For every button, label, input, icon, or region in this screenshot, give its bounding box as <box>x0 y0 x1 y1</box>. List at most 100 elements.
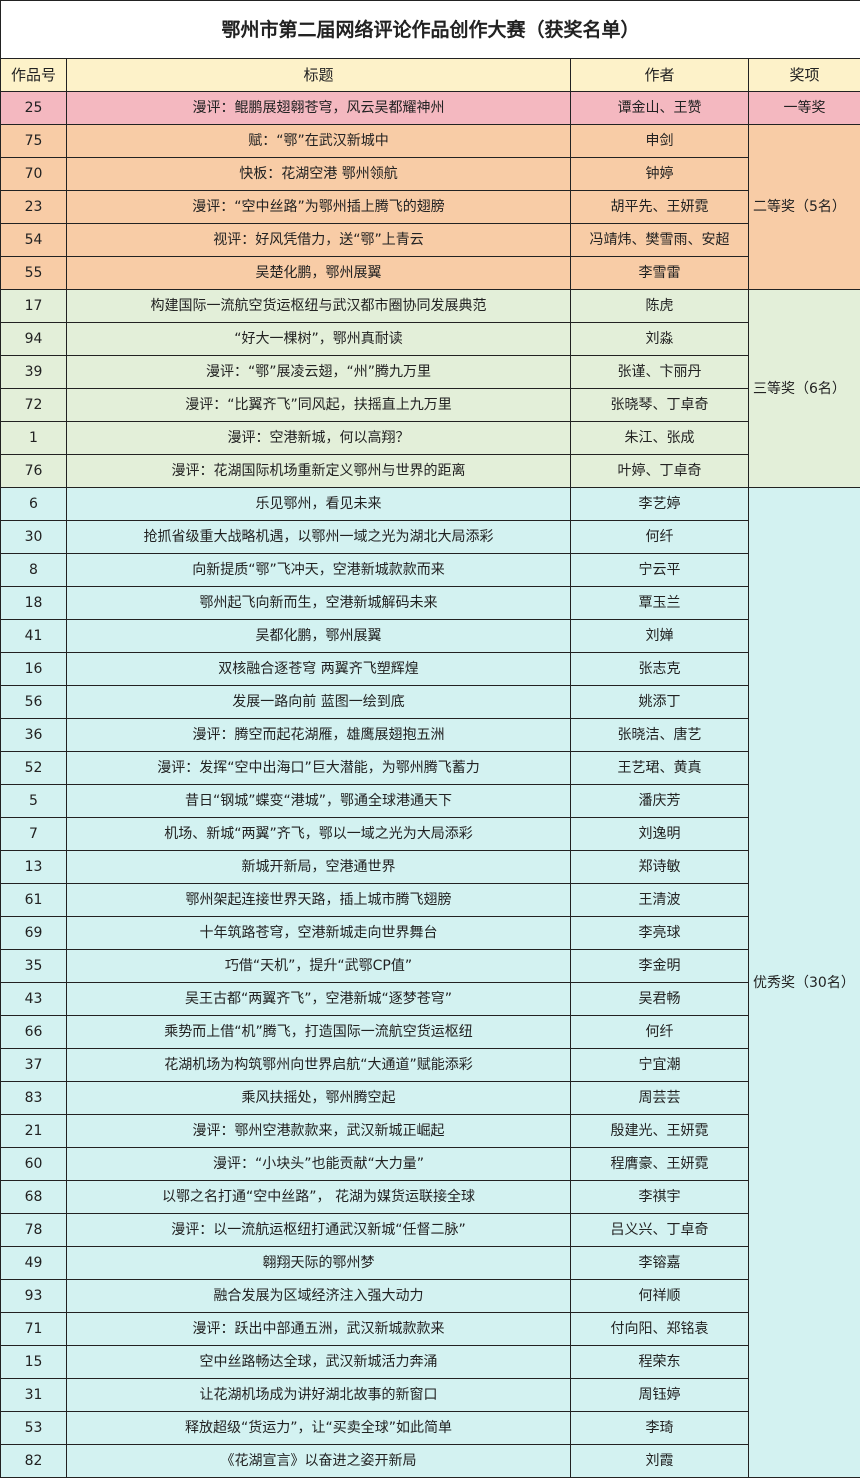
table-row: 17 构建国际一流航空货运枢纽与武汉都市圈协同发展典范 陈虎 三等奖（6名） <box>0 289 860 488</box>
table-row: 83 乘风扶摇处，鄂州腾空起 周芸芸 <box>0 1081 860 1115</box>
cell-author: 钟婷 <box>570 157 749 191</box>
cell-author: 吴君畅 <box>570 982 749 1016</box>
cell-id: 75 <box>0 124 67 158</box>
cell-title: 漫评：以一流航运枢纽打通武汉新城“任督二脉” <box>66 1213 571 1247</box>
cell-id: 30 <box>0 520 67 554</box>
cell-author: 张志克 <box>570 652 749 686</box>
cell-id: 25 <box>0 91 67 125</box>
cell-author: 刘淼 <box>570 322 749 356</box>
cell-author: 宁宜潮 <box>570 1048 749 1082</box>
cell-author: 李雪雷 <box>570 256 749 290</box>
table-row: 7 机场、新城“两翼”齐飞，鄂以一域之光为大局添彩 刘逸明 <box>0 817 860 851</box>
table-row: 25 漫评：鲲鹏展翅翱苍穹，风云吴都耀神州 谭金山、王赞 一等奖 <box>0 91 860 125</box>
cell-title: 花湖机场为构筑鄂州向世界启航“大通道”赋能添彩 <box>66 1048 571 1082</box>
table-row: 76 漫评：花湖国际机场重新定义鄂州与世界的距离 叶婷、丁卓奇 <box>0 454 860 488</box>
cell-author: 郑诗敏 <box>570 850 749 884</box>
cell-id: 66 <box>0 1015 67 1049</box>
table-row: 8 向新提质“鄂”飞冲天，空港新城款款而来 宁云平 <box>0 553 860 587</box>
header-award: 奖项 <box>747 58 860 92</box>
cell-title: 漫评：鲲鹏展翅翱苍穹，风云吴都耀神州 <box>66 91 571 125</box>
table-row: 35 巧借“天机”，提升“武鄂CP值” 李金明 <box>0 949 860 983</box>
cell-title: 以鄂之名打通“空中丝路”， 花湖为媒货运联接全球 <box>66 1180 571 1214</box>
table-row: 72 漫评：“比翼齐飞”同风起，扶摇直上九万里 张晓琴、丁卓奇 <box>0 388 860 422</box>
table-row: 53 释放超级“货运力”，让“买卖全球”如此简单 李琦 <box>0 1411 860 1445</box>
cell-id: 93 <box>0 1279 67 1313</box>
header-author: 作者 <box>570 58 749 92</box>
table-row: 93 融合发展为区域经济注入强大动力 何祥顺 <box>0 1279 860 1313</box>
table-row: 61 鄂州架起连接世界天路，插上城市腾飞翅膀 王清波 <box>0 883 860 917</box>
cell-id: 1 <box>0 421 67 455</box>
cell-id: 68 <box>0 1180 67 1214</box>
cell-author: 张晓琴、丁卓奇 <box>570 388 749 422</box>
header-row: 作品号 标题 作者 奖项 <box>0 58 860 92</box>
table-row: 39 漫评：“鄂”展凌云翅，“州”腾九万里 张谨、卞丽丹 <box>0 355 860 389</box>
cell-author: 李亮球 <box>570 916 749 950</box>
cell-author: 姚添丁 <box>570 685 749 719</box>
cell-author: 叶婷、丁卓奇 <box>570 454 749 488</box>
cell-author: 刘婵 <box>570 619 749 653</box>
cell-author: 吕义兴、丁卓奇 <box>570 1213 749 1247</box>
table-row: 54 视评：好风凭借力，送“鄂”上青云 冯靖炜、樊雪雨、安超 <box>0 223 860 257</box>
cell-id: 55 <box>0 256 67 290</box>
cell-author: 程膺豪、王妍霓 <box>570 1147 749 1181</box>
cell-id: 61 <box>0 883 67 917</box>
table-row: 56 发展一路向前 蓝图一绘到底 姚添丁 <box>0 685 860 719</box>
cell-id: 60 <box>0 1147 67 1181</box>
table-row: 16 双核融合逐苍穹 两翼齐飞塑辉煌 张志克 <box>0 652 860 686</box>
cell-title: 抢抓省级重大战略机遇，以鄂州一域之光为湖北大局添彩 <box>66 520 571 554</box>
cell-id: 21 <box>0 1114 67 1148</box>
cell-id: 70 <box>0 157 67 191</box>
cell-id: 54 <box>0 223 67 257</box>
cell-id: 23 <box>0 190 67 224</box>
table-row: 52 漫评：发挥“空中出海口”巨大潜能，为鄂州腾飞蓄力 王艺珺、黄真 <box>0 751 860 785</box>
title-row: 鄂州市第二届网络评论作品创作大赛（获奖名单） <box>0 0 860 59</box>
cell-title: 鄂州起飞向新而生，空港新城解码未来 <box>66 586 571 620</box>
cell-title: 乘风扶摇处，鄂州腾空起 <box>66 1081 571 1115</box>
cell-id: 52 <box>0 751 67 785</box>
cell-title: 新城开新局，空港通世界 <box>66 850 571 884</box>
cell-id: 17 <box>0 289 67 323</box>
cell-author: 李琦 <box>570 1411 749 1445</box>
cell-title: 快板：花湖空港 鄂州领航 <box>66 157 571 191</box>
table-row: 55 吴楚化鹏，鄂州展翼 李雪雷 <box>0 256 860 290</box>
cell-author: 覃玉兰 <box>570 586 749 620</box>
cell-author: 潘庆芳 <box>570 784 749 818</box>
cell-id: 36 <box>0 718 67 752</box>
table-row: 49 翱翔天际的鄂州梦 李镕嘉 <box>0 1246 860 1280</box>
table-row: 18 鄂州起飞向新而生，空港新城解码未来 覃玉兰 <box>0 586 860 620</box>
cell-title: 漫评：“空中丝路”为鄂州插上腾飞的翅膀 <box>66 190 571 224</box>
cell-award: 优秀奖（30名） <box>747 487 860 1478</box>
cell-id: 16 <box>0 652 67 686</box>
cell-id: 71 <box>0 1312 67 1346</box>
cell-author: 陈虎 <box>570 289 749 323</box>
table-row: 94 “好大一棵树”，鄂州真耐读 刘淼 <box>0 322 860 356</box>
cell-author: 朱江、张成 <box>570 421 749 455</box>
cell-id: 18 <box>0 586 67 620</box>
cell-title: 吴都化鹏，鄂州展翼 <box>66 619 571 653</box>
cell-title: 双核融合逐苍穹 两翼齐飞塑辉煌 <box>66 652 571 686</box>
cell-id: 82 <box>0 1444 67 1478</box>
cell-title: 让花湖机场成为讲好湖北故事的新窗口 <box>66 1378 571 1412</box>
cell-author: 谭金山、王赞 <box>570 91 749 125</box>
table-row: 43 吴王古都“两翼齐飞”，空港新城“逐梦苍穹” 吴君畅 <box>0 982 860 1016</box>
cell-title: 漫评：花湖国际机场重新定义鄂州与世界的距离 <box>66 454 571 488</box>
cell-title: 吴王古都“两翼齐飞”，空港新城“逐梦苍穹” <box>66 982 571 1016</box>
cell-author: 李金明 <box>570 949 749 983</box>
cell-award: 三等奖（6名） <box>747 289 860 488</box>
cell-title: 空中丝路畅达全球，武汉新城活力奔涌 <box>66 1345 571 1379</box>
cell-id: 43 <box>0 982 67 1016</box>
cell-id: 35 <box>0 949 67 983</box>
table-row: 41 吴都化鹏，鄂州展翼 刘婵 <box>0 619 860 653</box>
cell-author: 付向阳、郑铭袁 <box>570 1312 749 1346</box>
table-row: 60 漫评：“小块头”也能贡献“大力量” 程膺豪、王妍霓 <box>0 1147 860 1181</box>
cell-title: 融合发展为区域经济注入强大动力 <box>66 1279 571 1313</box>
cell-title: 向新提质“鄂”飞冲天，空港新城款款而来 <box>66 553 571 587</box>
cell-title: 发展一路向前 蓝图一绘到底 <box>66 685 571 719</box>
table-row: 82 《花湖宣言》以奋进之姿开新局 刘霞 <box>0 1444 860 1478</box>
cell-title: 漫评：“小块头”也能贡献“大力量” <box>66 1147 571 1181</box>
cell-title: 漫评：腾空而起花湖雁，雄鹰展翅抱五洲 <box>66 718 571 752</box>
table-row: 13 新城开新局，空港通世界 郑诗敏 <box>0 850 860 884</box>
page-title: 鄂州市第二届网络评论作品创作大赛（获奖名单） <box>0 0 860 59</box>
cell-author: 李镕嘉 <box>570 1246 749 1280</box>
cell-author: 殷建光、王妍霓 <box>570 1114 749 1148</box>
